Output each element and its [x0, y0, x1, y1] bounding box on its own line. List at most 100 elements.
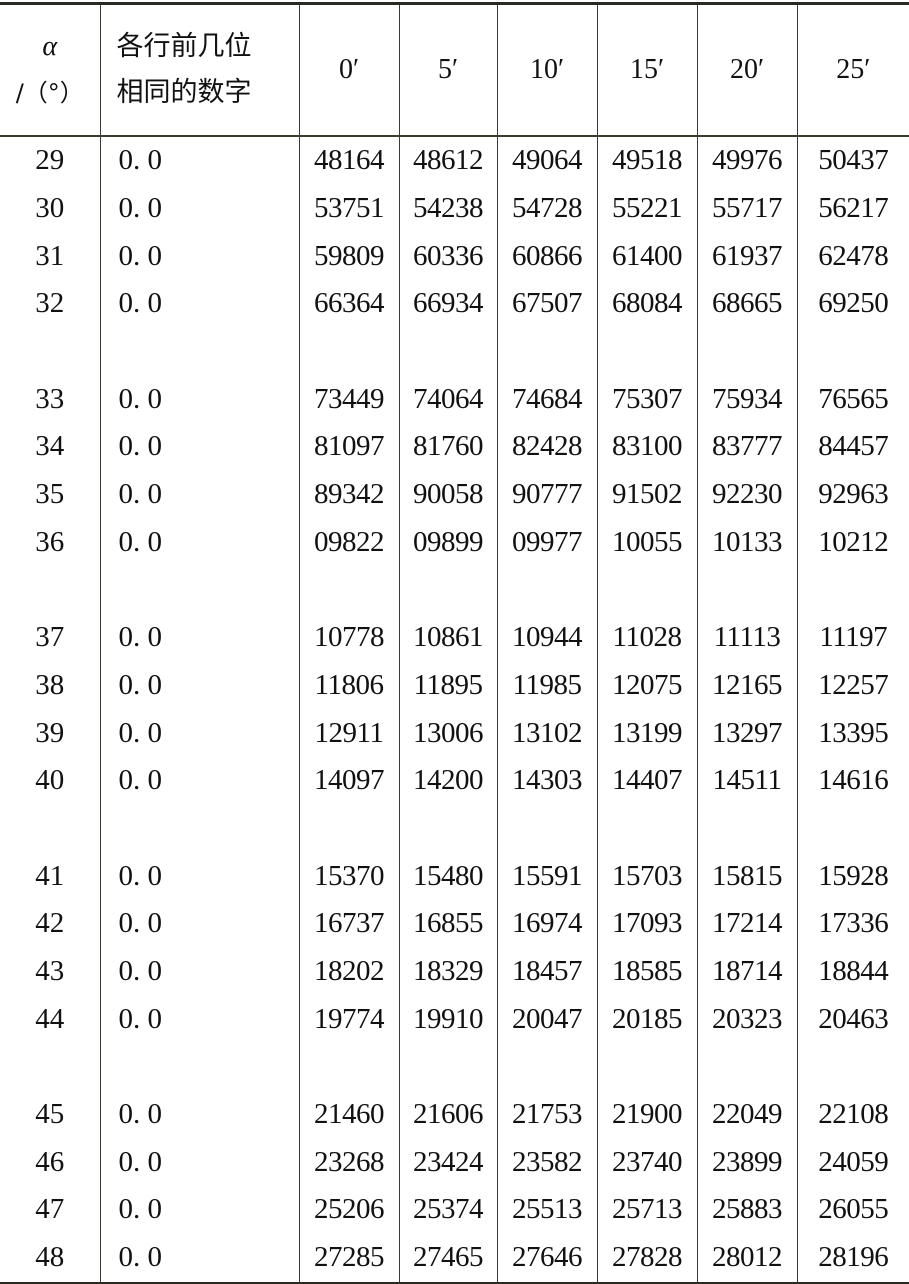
value-cell: 50437: [796, 136, 909, 185]
empty-cell: [796, 327, 909, 376]
value-cell: 14407: [596, 756, 697, 805]
value-cell: 82428: [496, 423, 597, 471]
empty-cell: [99, 804, 299, 853]
empty-cell: [796, 566, 909, 614]
empty-cell: [796, 804, 909, 853]
table-row: 45 0. 0 21460 21606 21753 21900 22049 22108: [0, 1090, 909, 1139]
value-cell: 61400: [596, 232, 697, 281]
value-cell: 18844: [796, 947, 909, 996]
value-cell: 12165: [696, 661, 797, 710]
value-cell: 14511: [696, 756, 797, 805]
value-cell: 81097: [298, 423, 399, 471]
value-cell: 26055: [796, 1186, 909, 1234]
value-cell: 89342: [298, 470, 399, 519]
degree-cell: 44: [35, 1002, 65, 1035]
degree-cell: 37: [35, 621, 65, 654]
value-cell: 48612: [398, 136, 497, 185]
value-cell: 13199: [596, 709, 697, 757]
degree-cell: 48: [35, 1241, 65, 1274]
minute-header: 15′: [596, 3, 697, 137]
value-cell: 11197: [796, 613, 909, 662]
group-spacer: [0, 327, 909, 376]
prefix-cell: 0. 0: [99, 280, 299, 328]
value-cell: 66364: [298, 280, 399, 328]
value-cell: 53751: [298, 184, 399, 233]
alpha-symbol: α: [42, 31, 58, 62]
prefix-cell: 0. 0: [99, 136, 299, 185]
table-row: 43 0. 0 18202 18329 18457 18585 18714 18844: [0, 947, 909, 996]
prefix-cell: 0. 0: [99, 995, 299, 1044]
prefix-header-line1: 各行前几位: [116, 31, 252, 62]
value-cell: 54728: [496, 184, 597, 233]
table-row: 38 0. 0 11806 11895 11985 12075 12165 12257: [0, 661, 909, 710]
value-cell: 74064: [398, 375, 497, 424]
table-row: 42 0. 0 16737 16855 16974 17093 17214 17336: [0, 900, 909, 948]
table-row: 35 0. 0 89342 90058 90777 91502 92230 92963: [0, 470, 909, 519]
value-cell: 75934: [696, 375, 797, 424]
prefix-cell: 0. 0: [99, 232, 299, 281]
empty-cell: [596, 1043, 697, 1091]
empty-cell: [496, 327, 597, 376]
value-cell: 27285: [298, 1233, 399, 1283]
value-cell: 15591: [496, 852, 597, 900]
value-cell: 60866: [496, 232, 597, 281]
value-cell: 55221: [596, 184, 697, 233]
value-cell: 11985: [496, 661, 597, 710]
value-cell: 67507: [496, 280, 597, 328]
value-cell: 15703: [596, 852, 697, 900]
degree-cell: 32: [35, 287, 65, 320]
table-row: 34 0. 0 81097 81760 82428 83100 83777 84457: [0, 423, 909, 471]
value-cell: 09899: [398, 518, 497, 567]
header-row: α /（°） 各行前几位 相同的数字 0′ 5′ 10′ 15′ 20′ 25′: [0, 3, 909, 137]
value-cell: 19774: [298, 995, 399, 1044]
value-cell: 11113: [696, 613, 797, 662]
prefix-cell: 0. 0: [99, 709, 299, 757]
value-cell: 25206: [298, 1186, 399, 1234]
value-cell: 10212: [796, 518, 909, 567]
value-cell: 10133: [696, 518, 797, 567]
value-cell: 13395: [796, 709, 909, 757]
prefix-cell: 0. 0: [99, 756, 299, 805]
minute-header: 5′: [398, 3, 497, 137]
minute-header: 0′: [298, 3, 399, 137]
group-spacer: [0, 566, 909, 614]
value-cell: 54238: [398, 184, 497, 233]
degree-cell: 36: [35, 525, 65, 558]
value-cell: 09977: [496, 518, 597, 567]
value-cell: 59809: [298, 232, 399, 281]
value-cell: 14616: [796, 756, 909, 805]
degree-cell: 45: [35, 1098, 65, 1131]
value-cell: 12257: [796, 661, 909, 710]
minute-header: 20′: [696, 3, 797, 137]
table-row: 36 0. 0 09822 09899 09977 10055 10133 10212: [0, 518, 909, 567]
prefix-cell: 0. 0: [99, 852, 299, 900]
value-cell: 20463: [796, 995, 909, 1044]
degree-cell: 43: [35, 955, 65, 988]
prefix-header: 各行前几位 相同的数字: [99, 3, 299, 137]
table-body: 29 0. 0 48164 48612 49064 49518 49976 50437 30 0.…: [0, 136, 909, 1283]
minute-header: 25′: [796, 3, 909, 137]
empty-cell: [596, 566, 697, 614]
value-cell: 23582: [496, 1138, 597, 1187]
value-cell: 19910: [398, 995, 497, 1044]
table-row: 40 0. 0 14097 14200 14303 14407 14511 14616: [0, 756, 909, 805]
empty-cell: [398, 327, 497, 376]
value-cell: 15370: [298, 852, 399, 900]
alpha-unit: /（°）: [15, 79, 84, 107]
table-row: 44 0. 0 19774 19910 20047 20185 20323 20463: [0, 995, 909, 1044]
empty-cell: [0, 805, 100, 853]
degree-cell: 35: [35, 478, 65, 511]
empty-cell: [0, 566, 100, 614]
value-cell: 61937: [696, 232, 797, 281]
value-cell: 25713: [596, 1186, 697, 1234]
value-cell: 13102: [496, 709, 597, 757]
value-cell: 23424: [398, 1138, 497, 1187]
value-cell: 27828: [596, 1233, 697, 1283]
value-cell: 92230: [696, 470, 797, 519]
degree-cell: 46: [35, 1145, 65, 1178]
table-row: 37 0. 0 10778 10861 10944 11028 11113 11197: [0, 613, 909, 662]
value-cell: 18585: [596, 947, 697, 996]
prefix-cell: 0. 0: [99, 661, 299, 710]
value-cell: 16737: [298, 900, 399, 948]
